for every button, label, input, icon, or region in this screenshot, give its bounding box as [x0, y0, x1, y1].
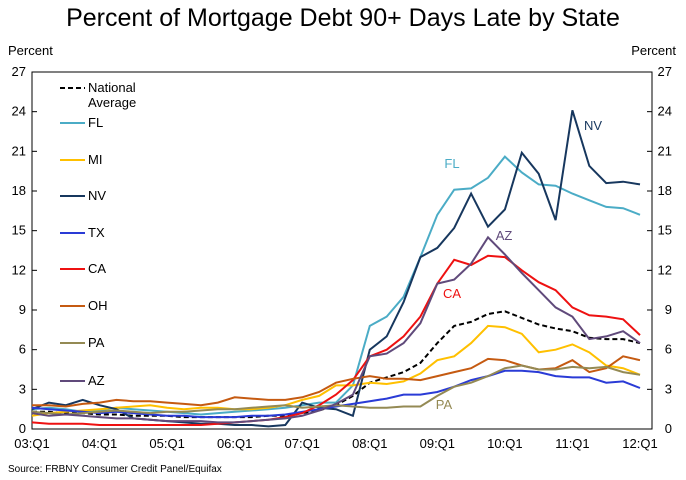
y-tick-label: 24 [12, 104, 26, 119]
series-line [31, 254, 641, 426]
x-tick-label: 06:Q1 [217, 436, 252, 451]
y2-axis-label: Percent [631, 43, 676, 58]
y-tick-label: 9 [19, 302, 26, 317]
series-annotation: AZ [496, 228, 513, 243]
y-tick-label: 27 [12, 64, 26, 79]
series-annotation: PA [436, 397, 453, 412]
y-tick-label: 6 [19, 342, 26, 357]
y-tick-label: 18 [12, 183, 26, 198]
x-tick-label: 05:Q1 [149, 436, 184, 451]
y-axis-label: Percent [8, 43, 53, 58]
x-tick-label: 03:Q1 [14, 436, 49, 451]
legend-label: MI [88, 152, 103, 167]
y2-tick-label: 21 [658, 143, 672, 158]
y2-tick-label: 6 [665, 342, 672, 357]
series-line [31, 364, 641, 416]
x-tick-label: 07:Q1 [285, 436, 320, 451]
x-tick-label: 08:Q1 [352, 436, 387, 451]
y2-tick-label: 12 [658, 262, 672, 277]
y-tick-label: 12 [12, 262, 26, 277]
legend-label: NV [88, 188, 107, 203]
legend-label: National Average [88, 80, 137, 110]
plot-frame [31, 71, 653, 430]
series-line [31, 235, 641, 424]
chart-title: Percent of Mortgage Debt 90+ Days Late b… [66, 4, 620, 32]
y-tick-label: 21 [12, 143, 26, 158]
y2-tick-label: 0 [665, 421, 672, 436]
series-annotation: CA [443, 286, 461, 301]
series-line [31, 369, 641, 419]
y2-tick-label: 9 [665, 302, 672, 317]
y2-tick-label: 3 [665, 381, 672, 396]
legend-label: FL [88, 115, 104, 130]
x-tick-label: 12:Q1 [622, 436, 657, 451]
legend-label: PA [88, 335, 105, 350]
series-annotation: NV [584, 118, 602, 133]
y-tick-label: 0 [19, 421, 26, 436]
x-tick-label: 11:Q1 [555, 436, 589, 451]
y2-tick-label: 15 [658, 223, 672, 238]
series-annotation: FL [444, 156, 459, 171]
x-tick-label: 10:Q1 [487, 436, 522, 451]
x-tick-label: 09:Q1 [420, 436, 455, 451]
y2-tick-label: 24 [658, 104, 672, 119]
x-tick-label: 04:Q1 [82, 436, 117, 451]
y-tick-label: 3 [19, 381, 26, 396]
legend-label: OH [88, 298, 108, 313]
legend-label: AZ [88, 373, 105, 388]
y2-tick-label: 18 [658, 183, 672, 198]
series-line [31, 324, 641, 417]
y2-tick-label: 27 [658, 64, 672, 79]
legend-label: TX [88, 225, 105, 240]
source-note: Source: FRBNY Consumer Credit Panel/Equi… [8, 464, 222, 475]
y-tick-label: 15 [12, 223, 26, 238]
legend-label: CA [88, 261, 107, 276]
series-line [31, 155, 641, 416]
